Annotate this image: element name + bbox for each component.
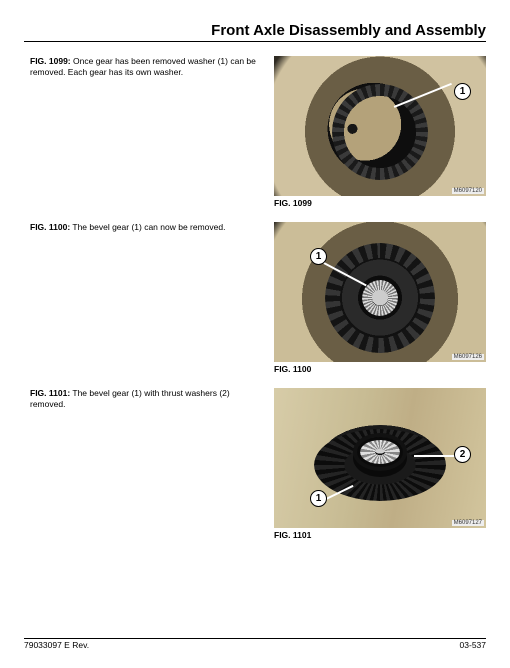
- figure-description: FIG. 1101: The bevel gear (1) with thrus…: [30, 388, 260, 409]
- footer-doc-id: 79033097 E Rev.: [24, 640, 89, 650]
- callout-bubble: 2: [454, 446, 471, 463]
- callout-number: 1: [460, 86, 466, 97]
- figure-label: FIG. 1101:: [30, 388, 70, 398]
- callout-number: 1: [316, 251, 322, 262]
- figure-entry: FIG. 1101: The bevel gear (1) with thrus…: [30, 388, 486, 540]
- image-id-tag: M6097127: [452, 520, 484, 526]
- callout-bubble: 1: [310, 490, 327, 507]
- figure-description: FIG. 1100: The bevel gear (1) can now be…: [30, 222, 260, 233]
- figure-block: 1 M6097120 FIG. 1099: [274, 56, 486, 208]
- callout-number: 1: [316, 493, 322, 504]
- callout-bubble: 1: [310, 248, 327, 265]
- figure-photo: 1 M6097120: [274, 56, 486, 196]
- figure-entry: FIG. 1099: Once gear has been removed wa…: [30, 56, 486, 208]
- image-id-tag: M6097126: [452, 354, 484, 360]
- callout-bubble: 1: [454, 83, 471, 100]
- figure-description: FIG. 1099: Once gear has been removed wa…: [30, 56, 260, 77]
- callout-leader: [414, 455, 456, 457]
- figure-entry: FIG. 1100: The bevel gear (1) can now be…: [30, 222, 486, 374]
- image-id-tag: M6097120: [452, 188, 484, 194]
- figure-block: 1 M6097126 FIG. 1100: [274, 222, 486, 374]
- figure-photo: 1 M6097126: [274, 222, 486, 362]
- figure-caption: FIG. 1100: [274, 364, 486, 374]
- figure-label: FIG. 1099:: [30, 56, 71, 66]
- figure-text: The bevel gear (1) can now be removed.: [72, 222, 225, 232]
- footer-page-number: 03-537: [460, 640, 486, 650]
- callout-number: 2: [460, 449, 466, 460]
- figure-block: 1 2 M6097127 FIG. 1101: [274, 388, 486, 540]
- page-section-title: Front Axle Disassembly and Assembly: [24, 22, 486, 42]
- page-footer: 79033097 E Rev. 03-537: [24, 638, 486, 650]
- hub-graphic: [357, 437, 403, 467]
- figure-caption: FIG. 1101: [274, 530, 486, 540]
- figure-caption: FIG. 1099: [274, 198, 486, 208]
- spline-graphic: [362, 280, 398, 316]
- figure-photo: 1 2 M6097127: [274, 388, 486, 528]
- figure-label: FIG. 1100:: [30, 222, 70, 232]
